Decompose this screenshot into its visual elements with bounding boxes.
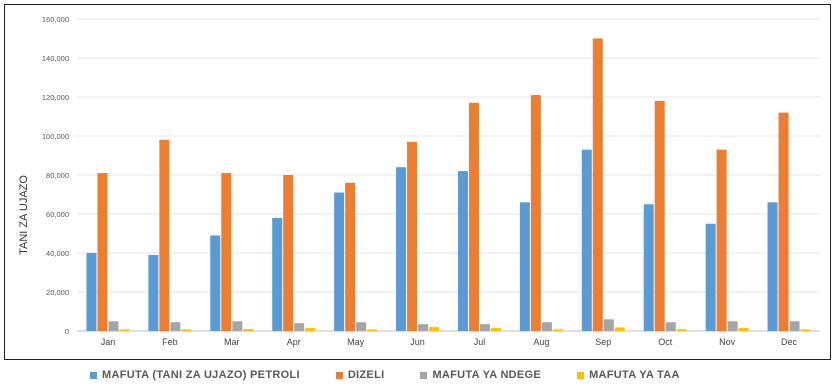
bar-dec-series-4 xyxy=(800,329,811,331)
y-tick-label: 100,000 xyxy=(42,132,69,141)
legend-swatch xyxy=(420,371,428,379)
y-tick-label: 160,000 xyxy=(42,15,69,24)
bar-feb-series-4 xyxy=(181,329,192,331)
bar-dec-series-2 xyxy=(778,112,789,331)
legend-swatch xyxy=(335,371,343,379)
bar-oct-series-1 xyxy=(643,204,654,331)
bar-jan-series-1 xyxy=(86,253,97,331)
x-category-label: Mar xyxy=(224,337,240,347)
y-tick-label: 80,000 xyxy=(46,171,69,180)
bar-may-series-2 xyxy=(345,182,356,331)
y-axis-label: TANI ZA UJAZO xyxy=(18,175,30,255)
bar-mar-series-1 xyxy=(210,235,221,331)
bar-nov-series-1 xyxy=(705,223,716,331)
bar-jan-series-4 xyxy=(119,329,130,331)
bar-mar-series-3 xyxy=(232,321,243,331)
x-category-label: Aug xyxy=(533,337,549,347)
bar-sep-series-4 xyxy=(614,327,625,331)
y-axis-ticks: 0 20,000 40,000 60,000 80,000 100,000 120,000 1… xyxy=(42,15,69,336)
x-category-label: Sep xyxy=(595,337,611,347)
x-category-label: Jan xyxy=(101,337,116,347)
bar-oct-series-2 xyxy=(654,100,665,332)
bar-apr-series-4 xyxy=(305,328,316,331)
bar-jul-series-1 xyxy=(457,171,468,331)
bar-feb-series-1 xyxy=(148,254,159,331)
bar-apr-series-1 xyxy=(272,217,283,331)
bar-oct-series-3 xyxy=(665,322,676,331)
legend: MAFUTA (TANI ZA UJAZO) PETROLI DIZELI MAFU… xyxy=(90,366,680,384)
chart-frame: 0 20,000 40,000 60,000 80,000 100,000 120,000 1… xyxy=(4,4,831,360)
legend-item: DIZELI xyxy=(335,369,385,381)
legend-swatch xyxy=(577,371,585,379)
bar-aug-series-1 xyxy=(519,202,530,331)
y-tick-label: 120,000 xyxy=(42,93,69,102)
bar-nov-series-2 xyxy=(716,149,727,331)
bar-jun-series-3 xyxy=(418,324,429,331)
x-category-label: May xyxy=(347,337,365,347)
bar-dec-series-1 xyxy=(767,202,778,331)
bar-dec-series-3 xyxy=(789,321,800,331)
bar-may-series-3 xyxy=(356,322,367,331)
x-category-label: Feb xyxy=(162,337,178,347)
y-tick-label: 0 xyxy=(65,327,69,336)
bar-may-series-4 xyxy=(367,329,378,331)
legend-label: MAFUTA YA NDEGE xyxy=(432,369,542,381)
bar-jul-series-4 xyxy=(490,328,501,331)
bar-feb-series-3 xyxy=(170,322,181,331)
x-category-label: Oct xyxy=(658,337,673,347)
legend-label: DIZELI xyxy=(347,369,385,381)
x-category-label: Jul xyxy=(474,337,486,347)
bar-may-series-1 xyxy=(334,192,345,331)
bar-apr-series-3 xyxy=(294,323,305,331)
bar-sep-series-3 xyxy=(603,319,614,331)
y-tick-label: 40,000 xyxy=(46,249,69,258)
legend-label: MAFUTA (TANI ZA UJAZO) PETROLI xyxy=(102,369,300,381)
bar-aug-series-3 xyxy=(541,322,552,331)
bar-nov-series-4 xyxy=(738,328,749,331)
bar-chart: 0 20,000 40,000 60,000 80,000 100,000 120,000 1… xyxy=(18,15,820,347)
bar-sep-series-1 xyxy=(581,149,592,331)
x-axis-categories: Jan Feb Mar Apr May Jun Jul Aug Sep Oct Nov Dec xyxy=(101,337,798,347)
bar-jul-series-3 xyxy=(479,324,490,331)
bar-apr-series-2 xyxy=(283,175,294,331)
bar-mar-series-2 xyxy=(221,173,232,331)
bars xyxy=(86,38,811,332)
bar-jun-series-4 xyxy=(429,327,440,331)
x-category-label: Dec xyxy=(781,337,798,347)
x-category-label: Jun xyxy=(410,337,425,347)
bar-jan-series-2 xyxy=(97,173,108,331)
legend-swatch xyxy=(90,371,97,379)
y-tick-label: 140,000 xyxy=(42,54,69,63)
bar-jul-series-2 xyxy=(468,102,479,331)
bar-aug-series-2 xyxy=(530,95,541,331)
y-tick-label: 20,000 xyxy=(46,288,69,297)
x-category-label: Nov xyxy=(719,337,736,347)
bar-jan-series-3 xyxy=(108,321,119,331)
bar-oct-series-4 xyxy=(676,329,687,331)
bar-jun-series-1 xyxy=(396,167,407,331)
gridlines xyxy=(77,18,820,332)
legend-item: MAFUTA (TANI ZA UJAZO) PETROLI xyxy=(90,369,300,381)
legend-item: MAFUTA YA TAA xyxy=(577,369,680,381)
bar-feb-series-2 xyxy=(159,139,170,331)
legend-label: MAFUTA YA TAA xyxy=(589,369,680,381)
y-tick-label: 60,000 xyxy=(46,210,69,219)
bar-nov-series-3 xyxy=(727,321,738,331)
bar-jun-series-2 xyxy=(407,141,418,331)
bar-sep-series-2 xyxy=(592,38,603,331)
x-category-label: Apr xyxy=(287,337,301,347)
bar-mar-series-4 xyxy=(243,329,254,331)
legend-item: MAFUTA YA NDEGE xyxy=(420,369,541,381)
bar-aug-series-4 xyxy=(552,329,563,331)
